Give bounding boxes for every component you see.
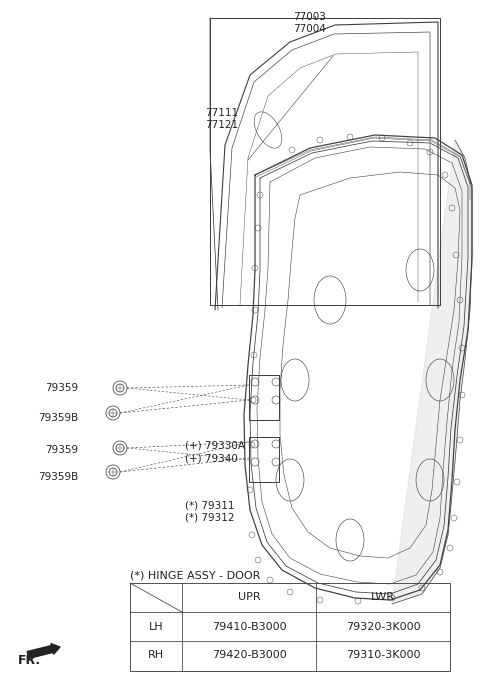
Text: LH: LH xyxy=(149,622,163,632)
Text: 79359B: 79359B xyxy=(38,413,78,423)
Text: (*) 79311: (*) 79311 xyxy=(185,500,235,510)
Text: 77003
77004: 77003 77004 xyxy=(294,12,326,33)
Text: (+) 79340: (+) 79340 xyxy=(185,453,238,463)
FancyArrow shape xyxy=(27,643,60,659)
Text: (*) HINGE ASSY - DOOR: (*) HINGE ASSY - DOOR xyxy=(130,571,260,581)
Text: 77111
77121: 77111 77121 xyxy=(205,108,238,130)
Polygon shape xyxy=(392,140,472,604)
Text: 79359: 79359 xyxy=(45,445,78,455)
Text: 79310-3K000: 79310-3K000 xyxy=(346,650,420,661)
Text: LWR: LWR xyxy=(371,593,395,602)
Text: RH: RH xyxy=(148,650,164,661)
Text: UPR: UPR xyxy=(238,593,260,602)
Text: (+) 79330A: (+) 79330A xyxy=(185,440,245,450)
Text: 79359: 79359 xyxy=(45,383,78,393)
Text: 79320-3K000: 79320-3K000 xyxy=(346,622,420,632)
Bar xyxy=(249,375,279,420)
Text: 79420-B3000: 79420-B3000 xyxy=(212,650,287,661)
Text: 79410-B3000: 79410-B3000 xyxy=(212,622,286,632)
Text: 79359B: 79359B xyxy=(38,472,78,482)
Text: (*) 79312: (*) 79312 xyxy=(185,513,235,523)
Text: FR.: FR. xyxy=(18,654,41,666)
Bar xyxy=(249,437,279,482)
